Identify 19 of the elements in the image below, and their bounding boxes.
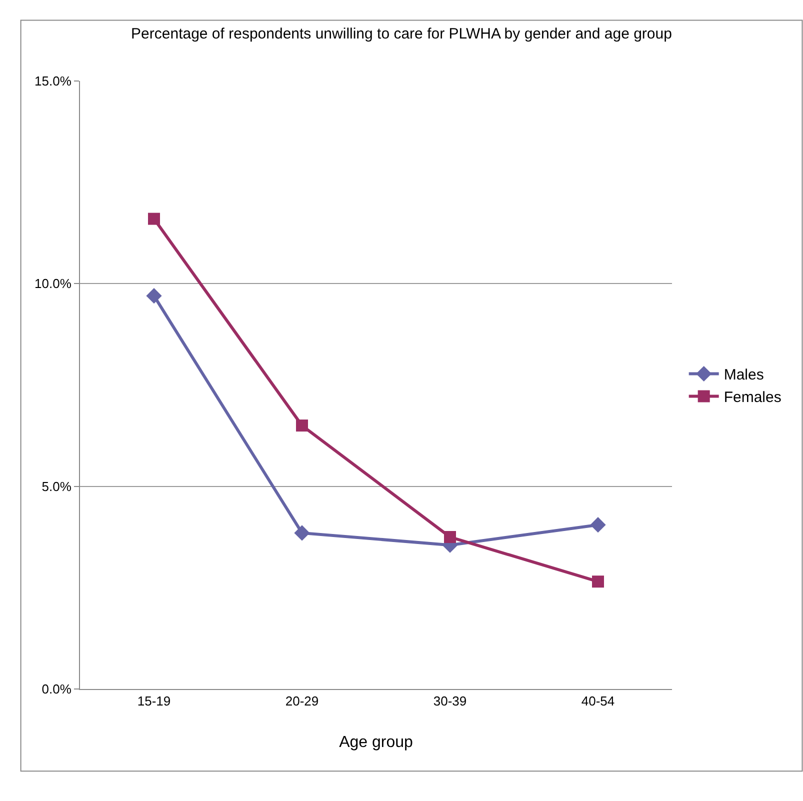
y-tick-label: 15.0% — [34, 74, 72, 89]
point — [296, 420, 308, 432]
point — [444, 531, 456, 543]
x-tick-label: 30-39 — [433, 694, 467, 709]
legend-label: Males — [724, 366, 764, 384]
point — [590, 517, 606, 533]
x-tick-label: 15-19 — [137, 694, 171, 709]
x-tick-label: 40-54 — [581, 694, 615, 709]
point — [146, 288, 162, 304]
point — [294, 525, 310, 541]
y-tick-label: 0.0% — [42, 682, 72, 697]
point — [592, 576, 604, 588]
point — [148, 212, 160, 225]
y-tick-label: 5.0% — [42, 478, 72, 494]
chart-title: Percentage of respondents unwilling to care for PLWHA by gender and age group — [131, 26, 672, 43]
x-tick-label: 20-29 — [285, 694, 319, 709]
legend-label: Females — [724, 389, 782, 406]
x-axis-title: Age group — [339, 734, 414, 751]
y-tick-label: 10.0% — [34, 276, 72, 292]
